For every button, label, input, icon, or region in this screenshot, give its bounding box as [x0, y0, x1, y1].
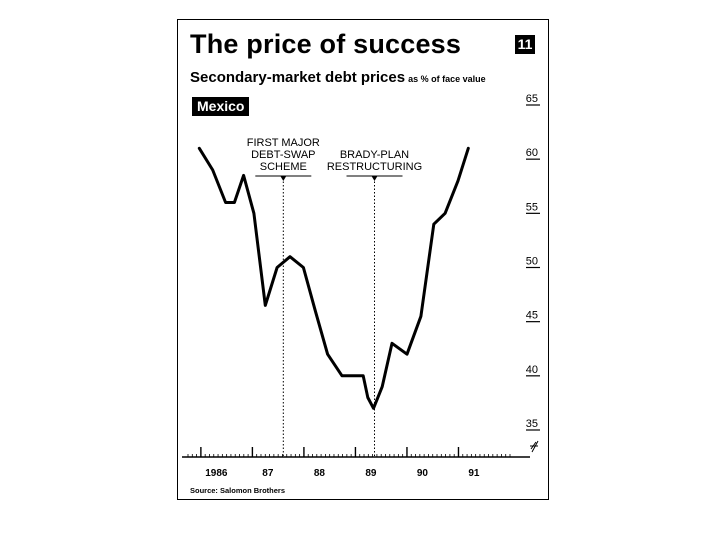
- chart-frame: [177, 19, 549, 500]
- annotation-label: BRADY-PLAN: [340, 149, 409, 161]
- x-tick-label: 89: [365, 468, 377, 479]
- subtitle-unit: as % of face value: [408, 74, 486, 84]
- axis-break-mark: [530, 440, 539, 453]
- y-tick-label: 60: [526, 147, 538, 159]
- annotation-label: DEBT-SWAP: [251, 149, 315, 161]
- y-tick-label: 40: [526, 364, 538, 376]
- series-line-mexico: [197, 146, 470, 410]
- country-label: Mexico: [192, 97, 250, 116]
- y-tick-label: 55: [526, 201, 538, 213]
- annotation-label: SCHEME: [260, 161, 307, 173]
- x-tick-label: 88: [314, 468, 326, 479]
- x-tick-label: 90: [417, 468, 429, 479]
- y-tick-label: 35: [526, 418, 538, 430]
- annotation-label: RESTRUCTURING: [327, 161, 422, 173]
- event-marker-arrow: [371, 176, 378, 181]
- subtitle-text: Secondary-market debt prices: [190, 69, 406, 86]
- chart-title: The price of success: [190, 29, 462, 59]
- chart-number-badge: 11: [515, 35, 535, 54]
- x-tick-label: 1986: [205, 468, 228, 479]
- y-tick-label: 45: [526, 310, 538, 322]
- x-tick-label: 91: [468, 468, 480, 479]
- event-marker-arrow: [280, 176, 287, 181]
- y-tick-label: 50: [526, 256, 538, 268]
- annotation-label: FIRST MAJOR: [247, 137, 320, 149]
- chart-subtitle: Secondary-market debt prices as % of face…: [190, 69, 486, 87]
- y-tick-label: 65: [526, 93, 538, 105]
- x-tick-label: 87: [262, 468, 274, 479]
- source-note: Source: Salomon Brothers: [190, 486, 286, 495]
